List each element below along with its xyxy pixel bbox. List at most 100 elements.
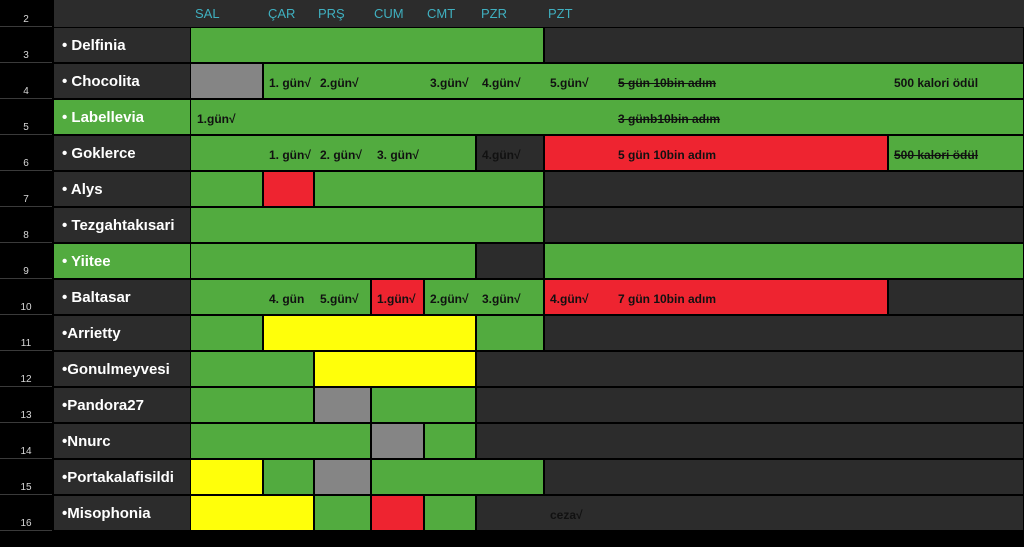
- status-cell-green[interactable]: [264, 64, 1023, 98]
- name-cell[interactable]: [54, 244, 190, 278]
- day-header-1: ÇAR: [268, 6, 296, 21]
- name-cell[interactable]: [54, 496, 190, 530]
- status-cell-green[interactable]: [191, 388, 313, 422]
- row-number: 4: [0, 63, 52, 99]
- status-cell-dark[interactable]: [545, 460, 1023, 494]
- cell-note: 500 kalori ödül: [894, 148, 979, 162]
- status-cell-green[interactable]: [372, 388, 475, 422]
- status-cell-gray[interactable]: [372, 424, 423, 458]
- status-cell-green[interactable]: [264, 460, 313, 494]
- status-cell-green[interactable]: [425, 496, 475, 530]
- status-cell-gray[interactable]: [315, 460, 370, 494]
- status-cell-green[interactable]: [545, 244, 1023, 278]
- status-cell-red[interactable]: [264, 172, 313, 206]
- participant-name: • Tezgahtakısari: [62, 217, 175, 234]
- row-number: 6: [0, 135, 52, 171]
- status-cell-yellow[interactable]: [191, 460, 262, 494]
- participant-name: •Pandora27: [62, 397, 144, 414]
- status-cell-yellow[interactable]: [264, 316, 475, 350]
- cell-note: 3. gün√: [377, 148, 419, 162]
- status-cell-dark[interactable]: [477, 136, 543, 170]
- participant-name: • Baltasar: [62, 289, 131, 306]
- status-cell-green[interactable]: [191, 136, 475, 170]
- name-cell[interactable]: [54, 100, 190, 134]
- row-number: 8: [0, 207, 52, 243]
- status-cell-dark[interactable]: [477, 244, 543, 278]
- cell-note: 3.gün√: [430, 76, 469, 90]
- status-cell-red[interactable]: [545, 136, 887, 170]
- cell-note: 3 günb10bin adım: [618, 112, 721, 126]
- status-cell-dark[interactable]: [545, 208, 1023, 242]
- status-cell-green[interactable]: [425, 424, 475, 458]
- name-cell[interactable]: [54, 136, 190, 170]
- status-cell-green[interactable]: [372, 460, 543, 494]
- participant-name: •Portakalafisildi: [62, 469, 174, 486]
- name-cell[interactable]: [54, 208, 190, 242]
- status-cell-dark[interactable]: [477, 424, 1023, 458]
- cell-note: 5.gün√: [550, 76, 589, 90]
- cell-note: 2.gün√: [320, 76, 359, 90]
- status-cell-green[interactable]: [191, 352, 313, 386]
- status-cell-red[interactable]: [372, 280, 423, 314]
- status-cell-gray[interactable]: [191, 64, 262, 98]
- status-cell-dark[interactable]: [545, 316, 1023, 350]
- status-cell-red[interactable]: [372, 496, 423, 530]
- status-cell-yellow[interactable]: [191, 496, 313, 530]
- row-number: 10: [0, 279, 52, 315]
- participant-name: •Gonulmeyvesi: [62, 361, 170, 378]
- status-cell-green[interactable]: [191, 28, 543, 62]
- cell-note: 1. gün√: [269, 76, 311, 90]
- participant-name: •Misophonia: [62, 505, 151, 522]
- status-cell-green[interactable]: [191, 208, 543, 242]
- status-cell-dark[interactable]: [545, 172, 1023, 206]
- status-cell-green[interactable]: [425, 280, 543, 314]
- status-cell-dark[interactable]: [545, 28, 1023, 62]
- status-cell-green[interactable]: [191, 244, 475, 278]
- cell-note: 5 gün 10bin adım: [618, 148, 717, 162]
- status-cell-green[interactable]: [315, 172, 543, 206]
- name-cell[interactable]: [54, 352, 190, 386]
- row-number: 11: [0, 315, 52, 351]
- status-cell-green[interactable]: [191, 424, 370, 458]
- cell-note: 500 kalori ödül: [894, 76, 979, 90]
- name-cell[interactable]: [54, 64, 190, 98]
- status-cell-green[interactable]: [889, 136, 1023, 170]
- day-header-0: SAL: [195, 6, 220, 21]
- status-cell-dark[interactable]: [477, 496, 1023, 530]
- row-number: 3: [0, 27, 52, 63]
- status-cell-dark[interactable]: [477, 352, 1023, 386]
- status-cell-green[interactable]: [191, 172, 262, 206]
- status-cell-dark[interactable]: [889, 280, 1023, 314]
- status-cell-dark[interactable]: [477, 388, 1023, 422]
- name-cell[interactable]: [54, 28, 190, 62]
- participant-name: •Nnurc: [62, 433, 111, 450]
- name-cell[interactable]: [54, 280, 190, 314]
- row-number: 7: [0, 171, 52, 207]
- name-cell[interactable]: [54, 460, 190, 494]
- row-number: 12: [0, 351, 52, 387]
- day-header-row: [54, 0, 1024, 27]
- status-cell-green[interactable]: [315, 496, 370, 530]
- row-number: 14: [0, 423, 52, 459]
- cell-note: 2. gün√: [320, 148, 362, 162]
- name-cell[interactable]: [54, 316, 190, 350]
- name-cell[interactable]: [54, 424, 190, 458]
- status-cell-red[interactable]: [545, 280, 887, 314]
- name-cell[interactable]: [54, 388, 190, 422]
- participant-name: • Goklerce: [62, 145, 136, 162]
- status-cell-green[interactable]: [191, 316, 262, 350]
- status-cell-green[interactable]: [477, 316, 543, 350]
- name-cell[interactable]: [54, 172, 190, 206]
- cell-note: 3.gün√: [482, 292, 521, 306]
- participant-name: • Delfinia: [62, 37, 126, 54]
- day-header-4: CMT: [427, 6, 456, 21]
- cell-note: 4.gün√: [550, 292, 589, 306]
- row-number: 2: [0, 0, 52, 27]
- status-cell-green[interactable]: [191, 100, 1023, 134]
- row-number: 9: [0, 243, 52, 279]
- status-cell-yellow[interactable]: [315, 352, 475, 386]
- status-cell-gray[interactable]: [315, 388, 370, 422]
- row-number: 16: [0, 495, 52, 531]
- status-cell-green[interactable]: [191, 280, 370, 314]
